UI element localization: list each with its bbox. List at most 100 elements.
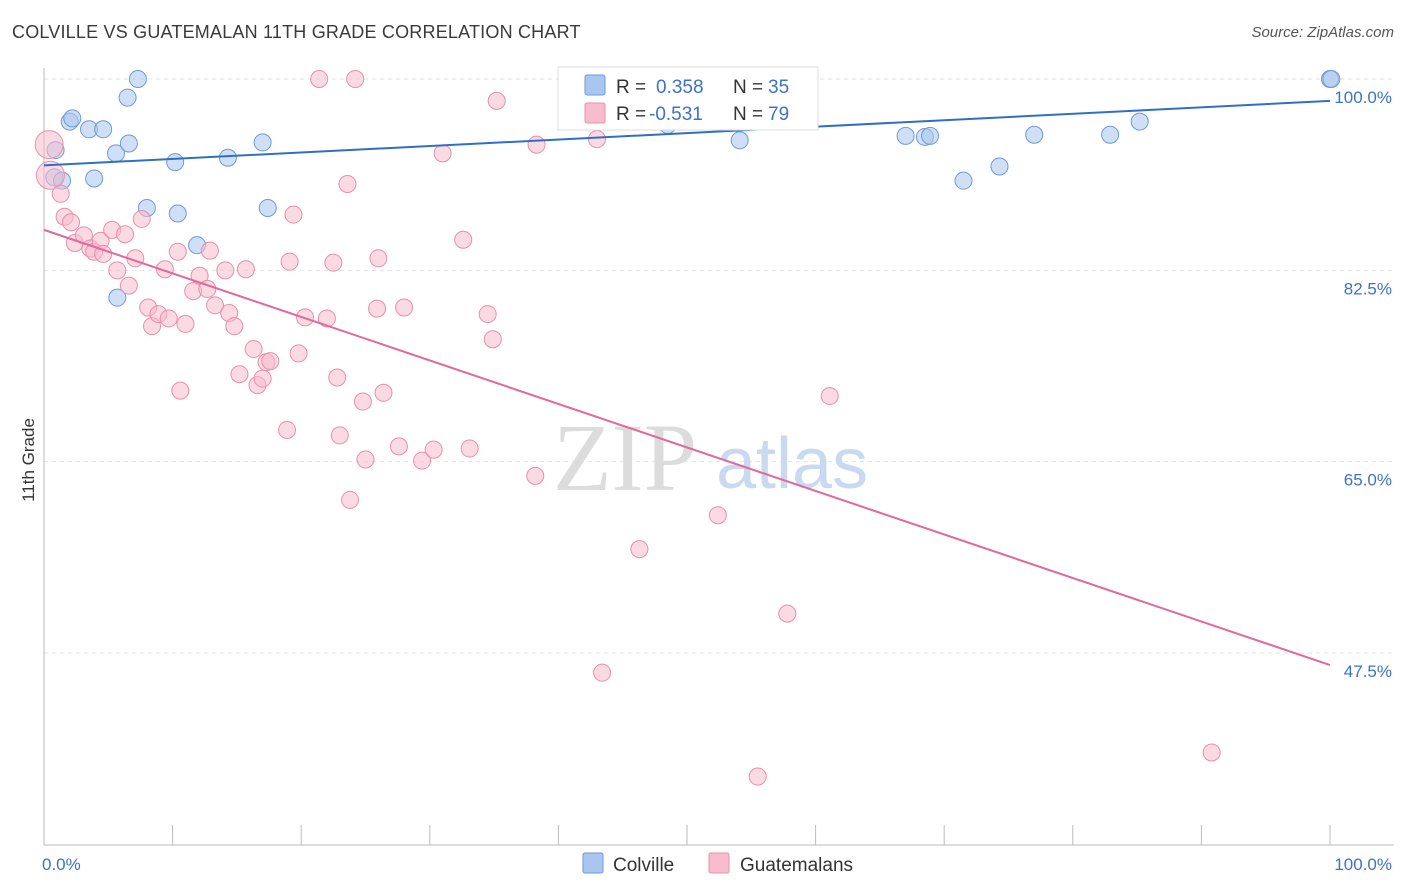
guatemalans-point — [748, 767, 767, 786]
watermark-atlas: atlas — [716, 424, 868, 504]
colville-point — [118, 88, 137, 107]
colville-series-label: Colville — [613, 855, 674, 876]
guatemalans-series-label: Guatemalans — [740, 855, 853, 876]
guatemalans-point — [630, 540, 649, 559]
guatemalans-point — [413, 451, 432, 470]
y-tick-label: 82.5% — [1344, 279, 1392, 298]
guatemalans-point — [317, 309, 336, 328]
guatemalans-point — [236, 260, 255, 279]
guatemalans-trend-line — [43, 228, 1331, 666]
guatemalans-series-swatch — [708, 852, 730, 874]
guatemalans-point — [225, 317, 244, 336]
guatemalans-point — [116, 225, 135, 244]
watermark-zip: ZIP — [553, 404, 697, 511]
colville-point — [94, 120, 113, 139]
guatemalans-point — [34, 130, 64, 160]
guatemalans-point — [200, 241, 219, 260]
colville-point — [168, 204, 187, 223]
guatemalans-point — [708, 506, 727, 525]
guatemalans-point — [433, 144, 452, 163]
guatemalans-point — [460, 439, 479, 458]
guatemalans-point — [356, 450, 375, 469]
colville-trend-line — [43, 99, 1331, 167]
colville-n-label: N = — [733, 77, 763, 98]
guatemalans-point — [341, 490, 360, 509]
guatemalans-point — [35, 160, 65, 190]
colville-n-value: 35 — [768, 77, 789, 98]
colville-point — [119, 134, 138, 153]
trend-lines — [43, 99, 1331, 666]
chart-title: COLVILLE VS GUATEMALAN 11TH GRADE CORREL… — [12, 22, 581, 42]
guatemalans-legend-swatch — [584, 102, 606, 124]
guatemalans-point — [51, 184, 70, 203]
guatemalans-point — [230, 365, 249, 384]
guatemalans-point — [487, 91, 506, 110]
guatemalans-point — [527, 135, 546, 154]
guatemalans-point — [62, 213, 81, 232]
guatemalans-point — [587, 130, 606, 149]
series-legend: Colville Guatemalans — [582, 852, 853, 876]
guatemalans-point — [94, 244, 113, 263]
guatemalans-point — [159, 309, 178, 328]
colville-point — [921, 126, 940, 145]
guatemalans-r-value: -0.531 — [649, 104, 703, 125]
guatemalans-point — [1202, 743, 1221, 762]
source-label: Source: ZipAtlas.com — [1251, 24, 1394, 41]
colville-point — [253, 133, 272, 152]
guatemalans-point — [119, 276, 138, 295]
guatemalans-point — [424, 440, 443, 459]
guatemalans-point — [206, 296, 225, 315]
colville-r-label: R = — [616, 77, 646, 98]
guatemalans-point — [478, 305, 497, 324]
guatemalans-point — [176, 314, 195, 333]
guatemalans-point — [284, 205, 303, 224]
colville-r-value: 0.358 — [656, 77, 704, 98]
x-tick-label: 0.0% — [42, 855, 81, 874]
watermark: ZIP atlas — [553, 404, 868, 511]
colville-point — [730, 131, 749, 150]
guatemalans-point — [353, 392, 372, 411]
guatemalans-n-label: N = — [733, 104, 763, 125]
guatemalans-point — [395, 298, 414, 317]
y-tick-label: 100.0% — [1334, 88, 1392, 107]
guatemalans-point — [261, 352, 280, 371]
guatemalans-point — [820, 387, 839, 406]
colville-point — [1025, 125, 1044, 144]
guatemalans-point — [289, 344, 308, 363]
colville-point — [85, 169, 104, 188]
guatemalans-n-value: 79 — [768, 104, 789, 125]
guatemalans-point — [108, 261, 127, 280]
guatemalans-point — [526, 466, 545, 485]
guatemalans-point — [328, 368, 347, 387]
colville-point — [1101, 125, 1120, 144]
y-tick-label: 65.0% — [1344, 471, 1392, 490]
colville-point — [218, 148, 237, 167]
guatemalans-point — [216, 261, 235, 280]
gridlines — [44, 78, 1394, 654]
colville-point — [128, 70, 147, 88]
guatemalans-point — [132, 209, 151, 228]
guatemalans-point — [454, 230, 473, 249]
y-axis-label: 11th Grade — [19, 418, 38, 502]
guatemalans-point — [346, 70, 365, 88]
guatemalans-point — [338, 174, 357, 193]
colville-point — [990, 157, 1009, 176]
guatemalans-r-label: R = — [616, 104, 646, 125]
guatemalans-point — [374, 383, 393, 402]
guatemalans-point — [168, 242, 187, 261]
colville-point — [954, 171, 973, 190]
colville-point — [166, 153, 185, 172]
guatemalans-point — [280, 252, 299, 271]
guatemalans-point — [368, 299, 387, 318]
colville-point — [1322, 70, 1341, 88]
guatemalans-point — [778, 604, 797, 623]
guatemalans-point — [171, 381, 190, 400]
axes — [43, 68, 1394, 846]
guatemalans-point — [389, 437, 408, 456]
guatemalans-point — [369, 249, 388, 268]
colville-point — [63, 109, 82, 128]
colville-point — [108, 288, 127, 307]
guatemalans-point — [278, 420, 297, 439]
colville-point — [1130, 112, 1149, 131]
